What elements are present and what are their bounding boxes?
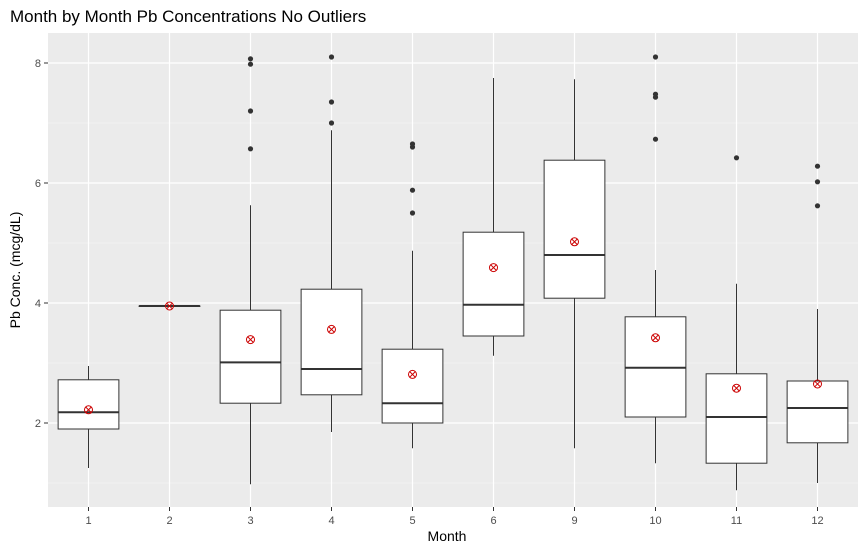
y-tick-label: 4 [35, 298, 41, 310]
mean-cross-b [328, 326, 335, 333]
mean-circle [813, 379, 822, 389]
mean-marker [408, 369, 417, 379]
mean-marker [489, 263, 498, 273]
y-tick-label: 2 [35, 418, 41, 430]
box-group [462, 78, 525, 356]
outlier-point [328, 99, 335, 105]
mean-circle [165, 301, 174, 311]
outlier-point [409, 210, 416, 216]
mean-circle [651, 333, 660, 343]
x-axis-title: Month [428, 528, 467, 544]
mean-circle [327, 324, 336, 334]
box-group [138, 301, 201, 311]
iqr-box [300, 288, 363, 396]
x-tick-label: 3 [247, 515, 253, 527]
x-tick-label: 5 [409, 515, 415, 527]
mean-cross-b [409, 371, 416, 378]
outlier-point [652, 91, 659, 97]
iqr-box [57, 379, 120, 430]
box-group [381, 141, 444, 449]
mean-circle [84, 405, 93, 415]
x-tick-label: 9 [571, 515, 577, 527]
iqr-box [543, 159, 606, 299]
mean-marker [165, 301, 174, 311]
mean-cross-b [247, 336, 254, 343]
mean-marker [813, 379, 822, 389]
mean-marker [246, 335, 255, 345]
mean-cross-b [733, 385, 740, 392]
outlier-point [814, 163, 821, 169]
mean-marker [732, 383, 741, 393]
mean-circle [489, 263, 498, 273]
outlier-point [733, 155, 740, 161]
mean-cross-b [571, 238, 578, 245]
x-tick-label: 10 [649, 515, 661, 527]
box-group [57, 366, 120, 468]
mean-cross-b [490, 264, 497, 271]
mean-marker [570, 237, 579, 247]
outlier-point [247, 108, 254, 114]
outlier-point [247, 61, 254, 67]
mean-circle [408, 369, 417, 379]
box-group [543, 79, 606, 449]
x-tick-label: 2 [166, 515, 172, 527]
outlier-point [409, 141, 416, 147]
y-tick-label: 6 [35, 178, 41, 190]
outlier-point [247, 56, 254, 62]
mean-cross-b [85, 406, 92, 413]
iqr-box [462, 231, 525, 337]
x-tick-label: 11 [731, 515, 742, 527]
y-tick-label: 8 [35, 58, 41, 70]
iqr-box [705, 373, 768, 464]
mean-circle [570, 237, 579, 247]
outlier-point [652, 136, 659, 142]
outlier-point [247, 146, 254, 152]
outlier-point [328, 120, 335, 126]
chart-title: Month by Month Pb Concentrations No Outl… [10, 7, 366, 26]
box-group [624, 54, 687, 464]
mean-cross-b [814, 380, 821, 388]
boxes-layer [57, 54, 849, 491]
mean-marker [651, 333, 660, 343]
box-group [219, 56, 282, 485]
mean-cross-b [166, 302, 173, 310]
outlier-point [328, 54, 335, 60]
outlier-point [652, 54, 659, 60]
mean-cross-b [652, 334, 659, 341]
box-group [300, 54, 363, 432]
mean-circle [732, 383, 741, 393]
x-tick-label: 12 [811, 515, 823, 527]
x-tick-label: 6 [490, 515, 496, 527]
x-tick-label: 1 [85, 515, 91, 527]
mean-circle [246, 335, 255, 345]
outlier-point [814, 203, 821, 209]
box-group [705, 155, 768, 491]
box-group [786, 163, 849, 483]
outlier-point [409, 187, 416, 193]
y-axis-title: Pb Conc. (mcg/dL) [7, 212, 23, 329]
outlier-point [814, 179, 821, 185]
iqr-box [219, 309, 282, 404]
x-tick-label: 4 [328, 515, 334, 527]
iqr-box [786, 380, 849, 444]
mean-marker [327, 324, 336, 334]
minor-gridlines [48, 122, 858, 484]
mean-marker [84, 405, 93, 415]
iqr-box [381, 348, 444, 424]
